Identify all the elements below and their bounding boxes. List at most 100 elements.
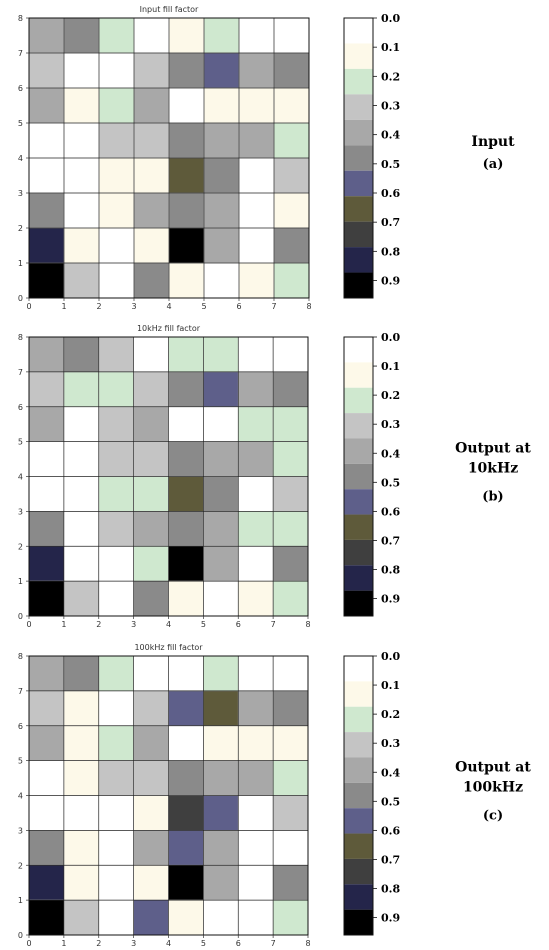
y-tick-label: 1 [18,896,23,905]
colorbar-swatch [344,119,373,146]
heatmap-cell [272,864,309,901]
colorbar-label: 0.6 [381,824,400,837]
heatmap-cell [203,192,240,229]
heatmap-cell [28,580,65,617]
x-tick-label: 0 [26,939,31,948]
heatmap-cell [28,52,65,89]
heatmap-cell [168,760,204,796]
heatmap-cell [98,406,134,442]
colorbar-swatch [344,272,373,298]
heatmap-cell [168,17,205,54]
heatmap-cell [237,545,274,582]
heatmap-cell [203,580,239,617]
colorbar-swatch [344,833,373,859]
heatmap-cell [98,227,135,264]
heatmap-cell [98,864,134,901]
colorbar-label: 0.9 [381,593,400,606]
side-label: Input [471,134,515,150]
heatmap-cell [168,899,204,936]
colorbar-label: 0.8 [381,564,400,577]
heatmap-cell [133,899,169,936]
heatmap-cell [203,655,239,692]
colorbar-label: 0.4 [381,129,400,142]
heatmap-cell [98,899,134,936]
y-tick-label: 8 [18,14,23,23]
y-tick-label: 4 [18,473,23,482]
heatmap-cell [272,760,309,796]
colorbar: 0.0 0.1 0.2 0.3 0.4 0.5 0.6 0.7 0.8 0.9 [343,331,400,617]
side-label-2: 100kHz [463,780,523,796]
heatmap-cell [98,441,134,477]
heatmap-cell [238,262,275,299]
heatmap-cell [133,227,170,264]
heatmap-cell [203,406,239,442]
heatmap-cell [203,760,239,796]
colorbar: 0.0 0.1 0.2 0.3 0.4 0.5 0.6 0.7 0.8 0.9 [343,650,400,936]
colorbar-label: 0.1 [381,360,400,373]
heatmap-cell [28,690,65,727]
heatmap-cell [63,17,100,54]
heatmap-cell [98,511,134,547]
heatmap-cell [238,87,275,124]
heatmap-cell [28,864,65,901]
heatmap-cell [98,371,134,408]
heatmap-cell [237,580,274,617]
colorbar-swatch [344,514,373,540]
colorbar-label: 0.3 [381,418,400,431]
heatmap-cell [98,580,134,617]
x-tick-label: 2 [96,620,101,629]
heatmap-cell [63,52,100,89]
heatmap-cell [272,580,309,617]
heatmap-cell [28,476,65,512]
heatmap-cell [28,157,65,194]
colorbar-label: 0.4 [381,447,400,460]
heatmap-cell [28,371,65,408]
heatmap-cell [28,795,65,831]
colorbar-swatch [344,884,373,910]
heatmap-cell [168,157,205,194]
y-tick-label: 7 [18,687,23,696]
colorbar-swatch [344,387,373,414]
side-sub: (a) [483,157,504,172]
heatmap-cell [168,476,204,512]
heatmap-cell [168,122,205,159]
heatmap-cell [273,192,310,229]
colorbar-swatch [344,681,373,707]
heatmap-cell [203,899,239,936]
colorbar-swatch [344,170,373,197]
heatmap-cell [98,52,135,89]
heatmap-cell [28,122,65,159]
heatmap-cell [238,122,275,159]
heatmap-cell [98,655,134,692]
heatmap-cell [272,830,309,866]
colorbar-swatch [344,732,373,758]
y-tick-label: 5 [18,438,23,447]
heatmap-cell [168,690,204,727]
heatmap-cell [168,336,204,373]
heatmap-cell [238,17,275,54]
heatmap-cell [133,371,169,408]
heatmap-cell [203,336,239,373]
heatmap-cell [28,545,65,582]
heatmap-cell [238,52,275,89]
x-tick-label: 6 [236,620,241,629]
heatmap-cell [237,406,274,442]
heatmap-cell [28,899,65,936]
heatmap-cell [133,262,170,299]
heatmap-cell [168,52,205,89]
x-tick-label: 8 [305,620,310,629]
heatmap-cell [237,655,274,692]
heatmap-cell [133,760,169,796]
heatmap-cell [63,690,100,727]
heatmap-cell [63,87,100,124]
panel-title: Input fill factor [140,5,199,14]
x-tick-label: 3 [131,620,136,629]
heatmap-cell [63,406,100,442]
heatmap-cell [133,476,169,512]
heatmap-cell [203,87,240,124]
heatmap-cell [133,511,169,547]
y-tick-label: 2 [18,542,23,551]
y-tick-label: 6 [18,722,23,731]
heatmap-cell [203,864,239,901]
heatmap-cell [272,441,309,477]
